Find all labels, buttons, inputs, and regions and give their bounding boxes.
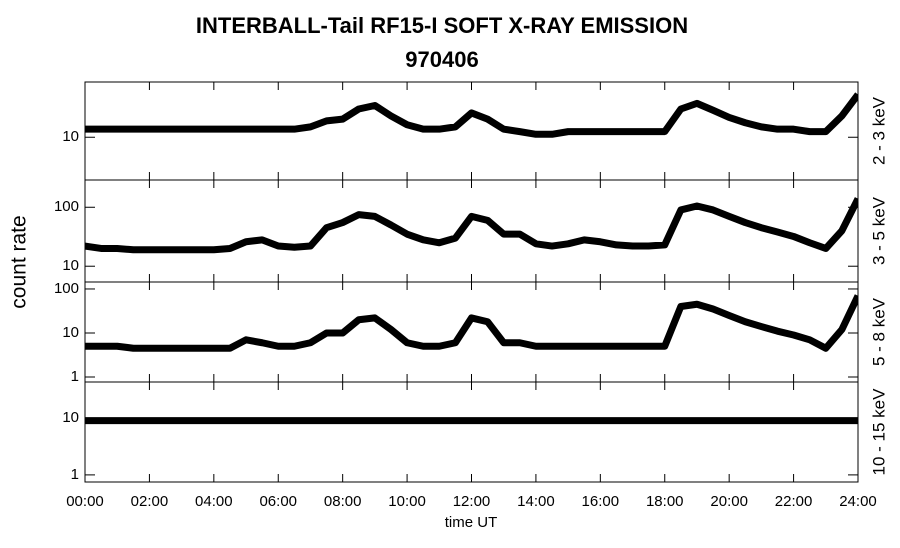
y-tick-label: 1 bbox=[71, 466, 79, 483]
y-tick-label: 10 bbox=[62, 324, 79, 341]
panel-label: 5 - 8 keV bbox=[869, 297, 888, 366]
chart-subtitle: 970406 bbox=[405, 47, 478, 72]
x-tick-label: 22:00 bbox=[775, 493, 813, 510]
panel-label: 2 - 3 keV bbox=[869, 96, 888, 165]
y-axis-label: count rate bbox=[8, 215, 31, 308]
data-line bbox=[85, 294, 858, 352]
panel-label: 10 - 15 keV bbox=[869, 388, 888, 476]
x-tick-label: 10:00 bbox=[388, 493, 426, 510]
panel-frame bbox=[84, 381, 859, 483]
x-tick-label: 02:00 bbox=[131, 493, 169, 510]
panel-label: 3 - 5 keV bbox=[869, 196, 888, 265]
chart-title: INTERBALL-Tail RF15-I SOFT X-RAY EMISSIO… bbox=[196, 13, 688, 38]
x-tick-label: 00:00 bbox=[66, 493, 104, 510]
panel-frame bbox=[84, 281, 859, 383]
panel-frame bbox=[84, 179, 859, 283]
x-tick-label: 12:00 bbox=[453, 493, 491, 510]
x-axis-label: time UT bbox=[445, 514, 498, 531]
y-tick-label: 10 bbox=[62, 128, 79, 145]
y-tick-label: 100 bbox=[54, 198, 79, 215]
x-tick-label: 20:00 bbox=[710, 493, 748, 510]
y-tick-label: 10 bbox=[62, 257, 79, 274]
data-line bbox=[85, 197, 858, 254]
x-tick-label: 08:00 bbox=[324, 493, 362, 510]
x-tick-label: 24:00 bbox=[839, 493, 877, 510]
x-tick-label: 06:00 bbox=[259, 493, 297, 510]
x-tick-label: 04:00 bbox=[195, 493, 233, 510]
data-line bbox=[85, 92, 858, 138]
x-tick-label: 16:00 bbox=[582, 493, 620, 510]
y-tick-label: 100 bbox=[54, 280, 79, 297]
x-tick-label: 14:00 bbox=[517, 493, 555, 510]
x-tick-label: 18:00 bbox=[646, 493, 684, 510]
y-tick-label: 1 bbox=[71, 368, 79, 385]
y-tick-label: 10 bbox=[62, 409, 79, 426]
